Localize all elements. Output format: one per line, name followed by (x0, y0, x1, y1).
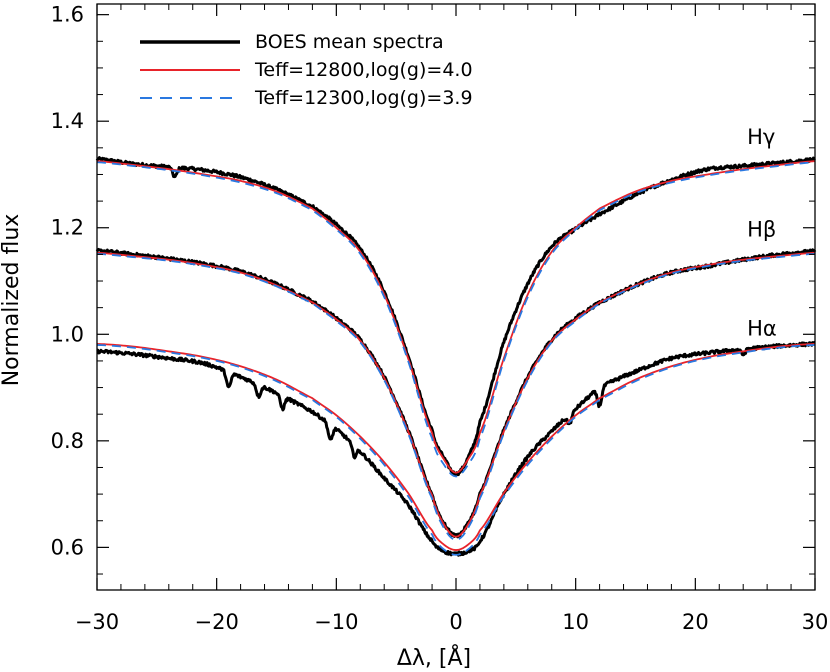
x-tick-label: −30 (75, 610, 119, 634)
y-tick-label: 1.2 (51, 216, 84, 240)
model-12800-h-alpha (96, 342, 816, 551)
model-12300-h-beta (96, 252, 816, 541)
legend: BOES mean spectra Teff=12800,log(g)=4.0 Te… (140, 31, 473, 109)
y-axis-label: Normalized flux (0, 214, 24, 387)
x-tick-label: 30 (802, 610, 829, 634)
x-tick-label: 10 (562, 610, 589, 634)
model-12800-h-beta (96, 251, 816, 538)
x-axis-label: Δλ, [Å] (397, 644, 471, 671)
observed-spectrum-h-gamma (95, 156, 816, 477)
labels-layer: Hγ Hβ Hα (747, 125, 777, 340)
model-12300-h-alpha (96, 344, 816, 556)
observed-spectrum-h-alpha (96, 340, 816, 557)
legend-label: Teff=12800,log(g)=4.0 (254, 59, 473, 81)
x-tick-label: 20 (682, 610, 709, 634)
y-tick-label: 1.4 (51, 109, 84, 133)
plot-frame (96, 3, 816, 591)
line-label: Hα (747, 316, 777, 340)
model-12800-h-gamma (96, 160, 816, 474)
legend-label: BOES mean spectra (255, 31, 444, 53)
model-12300-h-gamma (96, 161, 816, 478)
x-tick-label: −20 (195, 610, 239, 634)
x-tick-label: −10 (314, 610, 358, 634)
y-tick-label: 0.8 (51, 429, 84, 453)
y-tick-label: 1.0 (51, 322, 84, 346)
legend-label: Teff=12300,log(g)=3.9 (254, 87, 473, 109)
x-tick-label: 0 (449, 610, 462, 634)
y-tick-label: 0.6 (51, 535, 84, 559)
line-label: Hβ (747, 217, 776, 241)
line-label: Hγ (747, 125, 775, 149)
ticks-layer: −30 −20 −10 0 10 20 30 0.6 0.8 1.0 1.2 1.4 1.6 (51, 3, 829, 634)
series-layer (95, 156, 817, 557)
y-tick-label: 1.6 (51, 3, 84, 27)
plot-area (97, 4, 815, 590)
